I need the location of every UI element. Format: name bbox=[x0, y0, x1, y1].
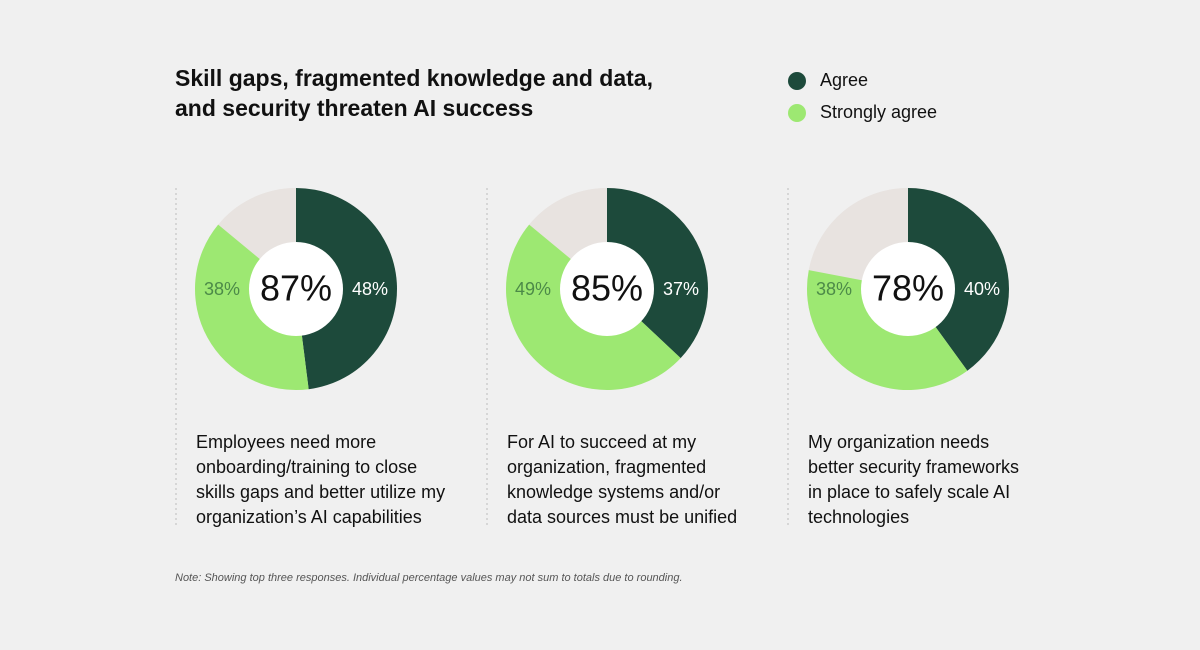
total-label: 85% bbox=[571, 268, 643, 309]
chart-title: Skill gaps, fragmented knowledge and dat… bbox=[175, 65, 653, 91]
donut-hole bbox=[249, 242, 343, 336]
donut-hole bbox=[861, 242, 955, 336]
total-label: 87% bbox=[260, 268, 332, 309]
legend-swatch bbox=[788, 104, 806, 122]
caption: onboarding/training to close bbox=[196, 457, 417, 477]
caption: data sources must be unified bbox=[507, 507, 737, 527]
value-label: 40% bbox=[964, 279, 1000, 299]
donut-slice bbox=[607, 187, 709, 359]
caption: For AI to succeed at my bbox=[507, 432, 696, 452]
donut-slice bbox=[296, 188, 398, 390]
chart-title: and security threaten AI success bbox=[175, 95, 533, 121]
caption: organization, fragmented bbox=[507, 457, 706, 477]
value-label: 38% bbox=[204, 279, 240, 299]
value-label: 48% bbox=[352, 279, 388, 299]
total-label: 78% bbox=[872, 268, 944, 309]
legend-label: Strongly agree bbox=[820, 102, 937, 122]
value-label: 37% bbox=[663, 279, 699, 299]
caption: in place to safely scale AI bbox=[808, 482, 1010, 502]
donut-hole bbox=[560, 242, 654, 336]
value-label: 38% bbox=[816, 279, 852, 299]
legend-label: Agree bbox=[820, 70, 868, 90]
donut-slice bbox=[908, 188, 1010, 371]
note: Note: Showing top three responses. Indiv… bbox=[175, 572, 683, 584]
caption: organization’s AI capabilities bbox=[196, 507, 422, 527]
caption: technologies bbox=[808, 507, 909, 527]
legend-swatch bbox=[788, 72, 806, 90]
caption: Employees need more bbox=[196, 432, 376, 452]
caption: better security frameworks bbox=[808, 457, 1019, 477]
caption: My organization needs bbox=[808, 432, 989, 452]
caption: skills gaps and better utilize my bbox=[196, 482, 445, 502]
caption: knowledge systems and/or bbox=[507, 482, 720, 502]
donut-slice bbox=[194, 224, 309, 390]
value-label: 49% bbox=[515, 279, 551, 299]
